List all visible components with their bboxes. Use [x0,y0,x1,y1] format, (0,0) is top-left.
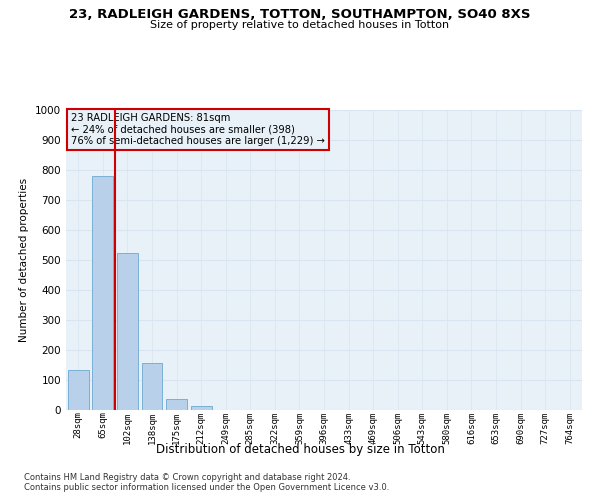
Bar [117,253,138,410]
Bar [68,370,89,410]
Text: Distribution of detached houses by size in Totton: Distribution of detached houses by size … [155,442,445,456]
Text: Size of property relative to detached houses in Totton: Size of property relative to detached ho… [151,20,449,30]
Text: Contains public sector information licensed under the Open Government Licence v3: Contains public sector information licen… [24,482,389,492]
Text: 23 RADLEIGH GARDENS: 81sqm
← 24% of detached houses are smaller (398)
76% of sem: 23 RADLEIGH GARDENS: 81sqm ← 24% of deta… [71,113,325,146]
Text: Contains HM Land Registry data © Crown copyright and database right 2024.: Contains HM Land Registry data © Crown c… [24,472,350,482]
Y-axis label: Number of detached properties: Number of detached properties [19,178,29,342]
Bar [142,362,163,410]
Bar [92,176,113,410]
Bar [166,398,187,410]
Text: 23, RADLEIGH GARDENS, TOTTON, SOUTHAMPTON, SO40 8XS: 23, RADLEIGH GARDENS, TOTTON, SOUTHAMPTO… [69,8,531,20]
Bar [191,406,212,410]
